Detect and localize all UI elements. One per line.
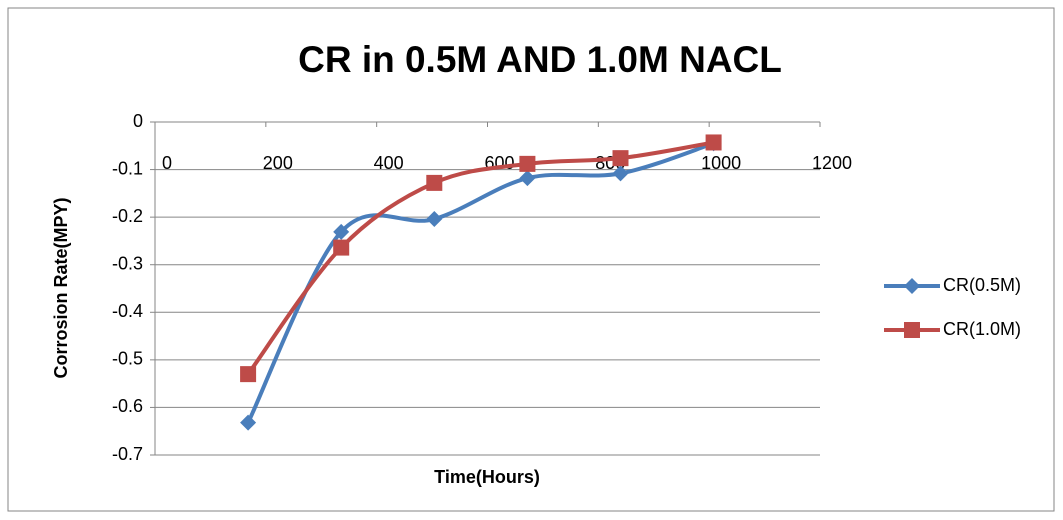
marker — [333, 239, 350, 256]
y-tick-label: -0.1 — [112, 158, 143, 178]
x-tick-label: 1200 — [812, 153, 852, 173]
marker — [519, 155, 536, 172]
marker — [426, 174, 443, 191]
marker — [904, 322, 920, 338]
y-tick-label: 0 — [133, 111, 143, 131]
y-tick-label: -0.2 — [112, 206, 143, 226]
marker — [240, 366, 257, 383]
y-tick-label: -0.4 — [112, 301, 143, 321]
x-tick-label: 0 — [162, 153, 172, 173]
legend-label: CR(1.0M) — [943, 319, 1021, 339]
marker — [612, 150, 629, 167]
y-axis-label: Corrosion Rate(MPY) — [51, 197, 71, 378]
marker — [612, 165, 629, 182]
marker — [240, 414, 257, 431]
x-tick-label: 400 — [374, 153, 404, 173]
y-tick-label: -0.6 — [112, 396, 143, 416]
chart-title: CR in 0.5M AND 1.0M NACL — [298, 39, 782, 80]
marker — [333, 223, 350, 240]
marker — [904, 278, 920, 294]
legend-label: CR(0.5M) — [943, 275, 1021, 295]
chart-border — [7, 7, 1055, 512]
y-tick-label: -0.3 — [112, 253, 143, 273]
x-tick-label: 200 — [263, 153, 293, 173]
x-axis-label: Time(Hours) — [434, 467, 540, 487]
y-tick-label: -0.5 — [112, 349, 143, 369]
marker — [705, 134, 722, 151]
x-tick-label: 1000 — [701, 153, 741, 173]
marker — [426, 211, 443, 228]
marker — [519, 170, 536, 187]
y-tick-label: -0.7 — [112, 444, 143, 464]
